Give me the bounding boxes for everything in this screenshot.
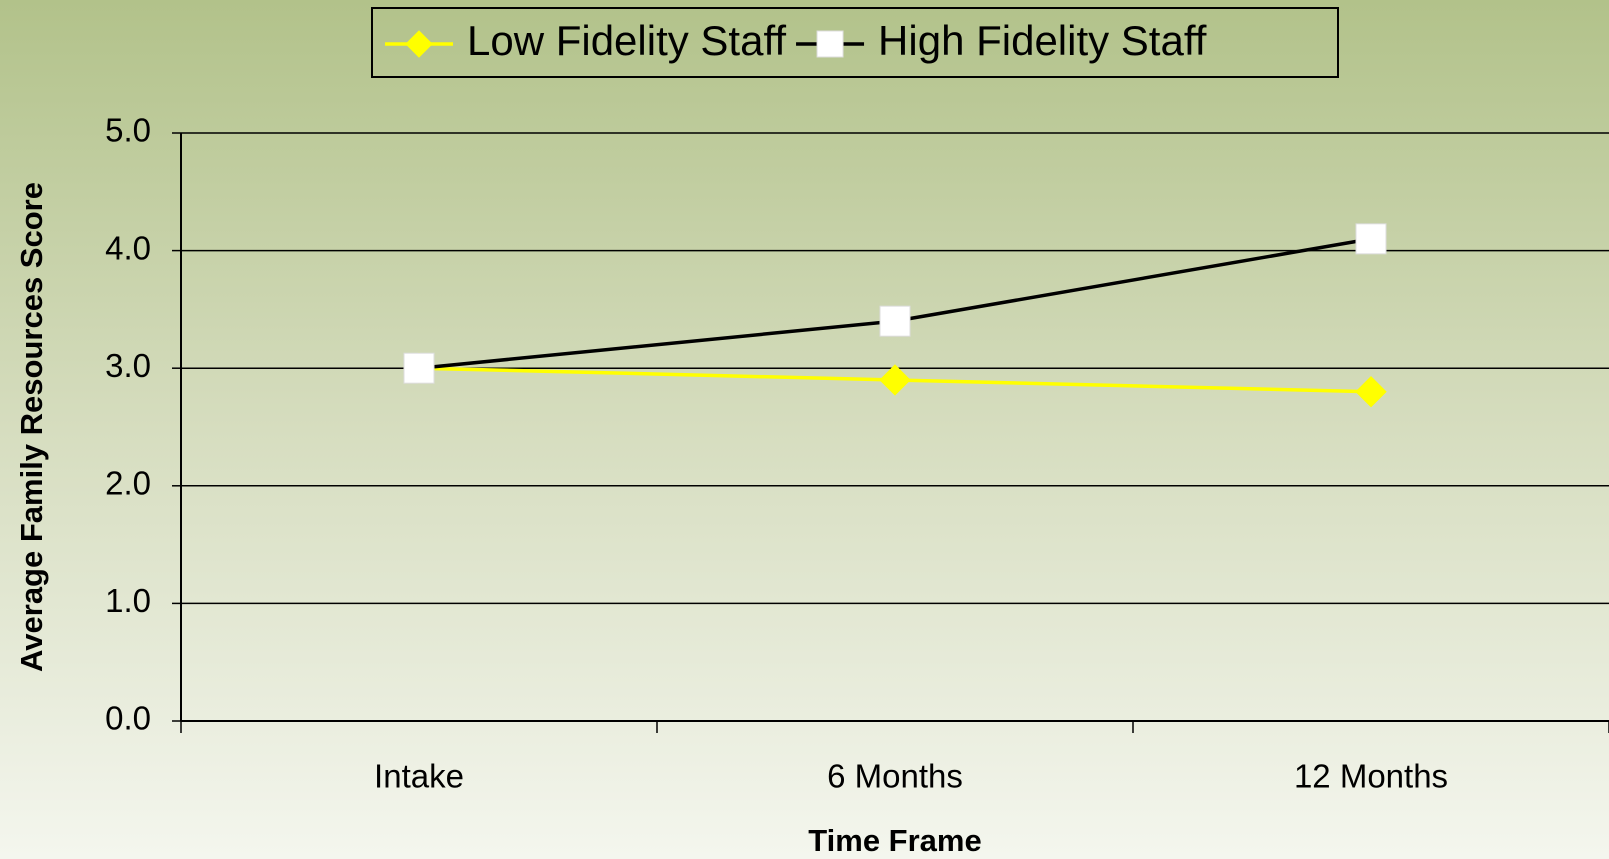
legend-box (371, 7, 1339, 78)
y-tick-label: 5.0 (105, 112, 151, 149)
data-point (879, 364, 911, 396)
data-point (1355, 223, 1387, 255)
y-tick-label: 3.0 (105, 347, 151, 384)
y-axis-title: Average Family Resources Score (14, 182, 49, 672)
data-point (1355, 376, 1387, 408)
y-tick-label: 4.0 (105, 229, 151, 266)
legend-label: Low Fidelity Staff (467, 17, 786, 64)
y-tick-label: 0.0 (105, 700, 151, 737)
x-tick-label: Intake (374, 758, 464, 795)
legend-marker (816, 30, 844, 58)
y-tick-label: 1.0 (105, 582, 151, 619)
legend-label: High Fidelity Staff (878, 17, 1207, 64)
data-point (403, 352, 435, 384)
x-tick-label: 6 Months (827, 758, 963, 795)
data-point (879, 305, 911, 337)
legend-marker (405, 30, 433, 58)
x-tick-label: 12 Months (1294, 758, 1448, 795)
y-tick-label: 2.0 (105, 465, 151, 502)
x-axis-title: Time Frame (808, 823, 981, 858)
